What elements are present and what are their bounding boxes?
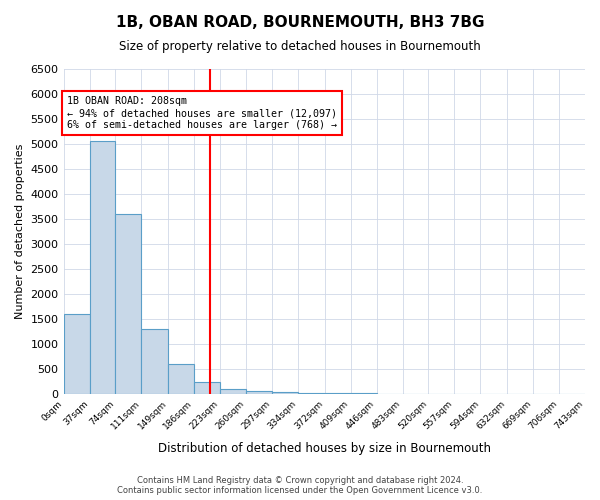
Bar	[325, 393, 350, 394]
Bar	[298, 393, 325, 394]
Bar	[115, 214, 142, 394]
X-axis label: Distribution of detached houses by size in Bournemouth: Distribution of detached houses by size …	[158, 442, 491, 455]
Bar	[64, 314, 89, 394]
Bar	[194, 382, 220, 394]
Text: 1B OBAN ROAD: 208sqm
← 94% of detached houses are smaller (12,097)
6% of semi-de: 1B OBAN ROAD: 208sqm ← 94% of detached h…	[67, 96, 337, 130]
Bar	[246, 391, 272, 394]
Text: 1B, OBAN ROAD, BOURNEMOUTH, BH3 7BG: 1B, OBAN ROAD, BOURNEMOUTH, BH3 7BG	[116, 15, 484, 30]
Bar	[89, 142, 115, 394]
Bar	[168, 364, 194, 394]
Y-axis label: Number of detached properties: Number of detached properties	[15, 144, 25, 319]
Text: Size of property relative to detached houses in Bournemouth: Size of property relative to detached ho…	[119, 40, 481, 53]
Bar	[142, 329, 168, 394]
Bar	[272, 392, 298, 394]
Bar	[220, 389, 246, 394]
Text: Contains HM Land Registry data © Crown copyright and database right 2024.
Contai: Contains HM Land Registry data © Crown c…	[118, 476, 482, 495]
